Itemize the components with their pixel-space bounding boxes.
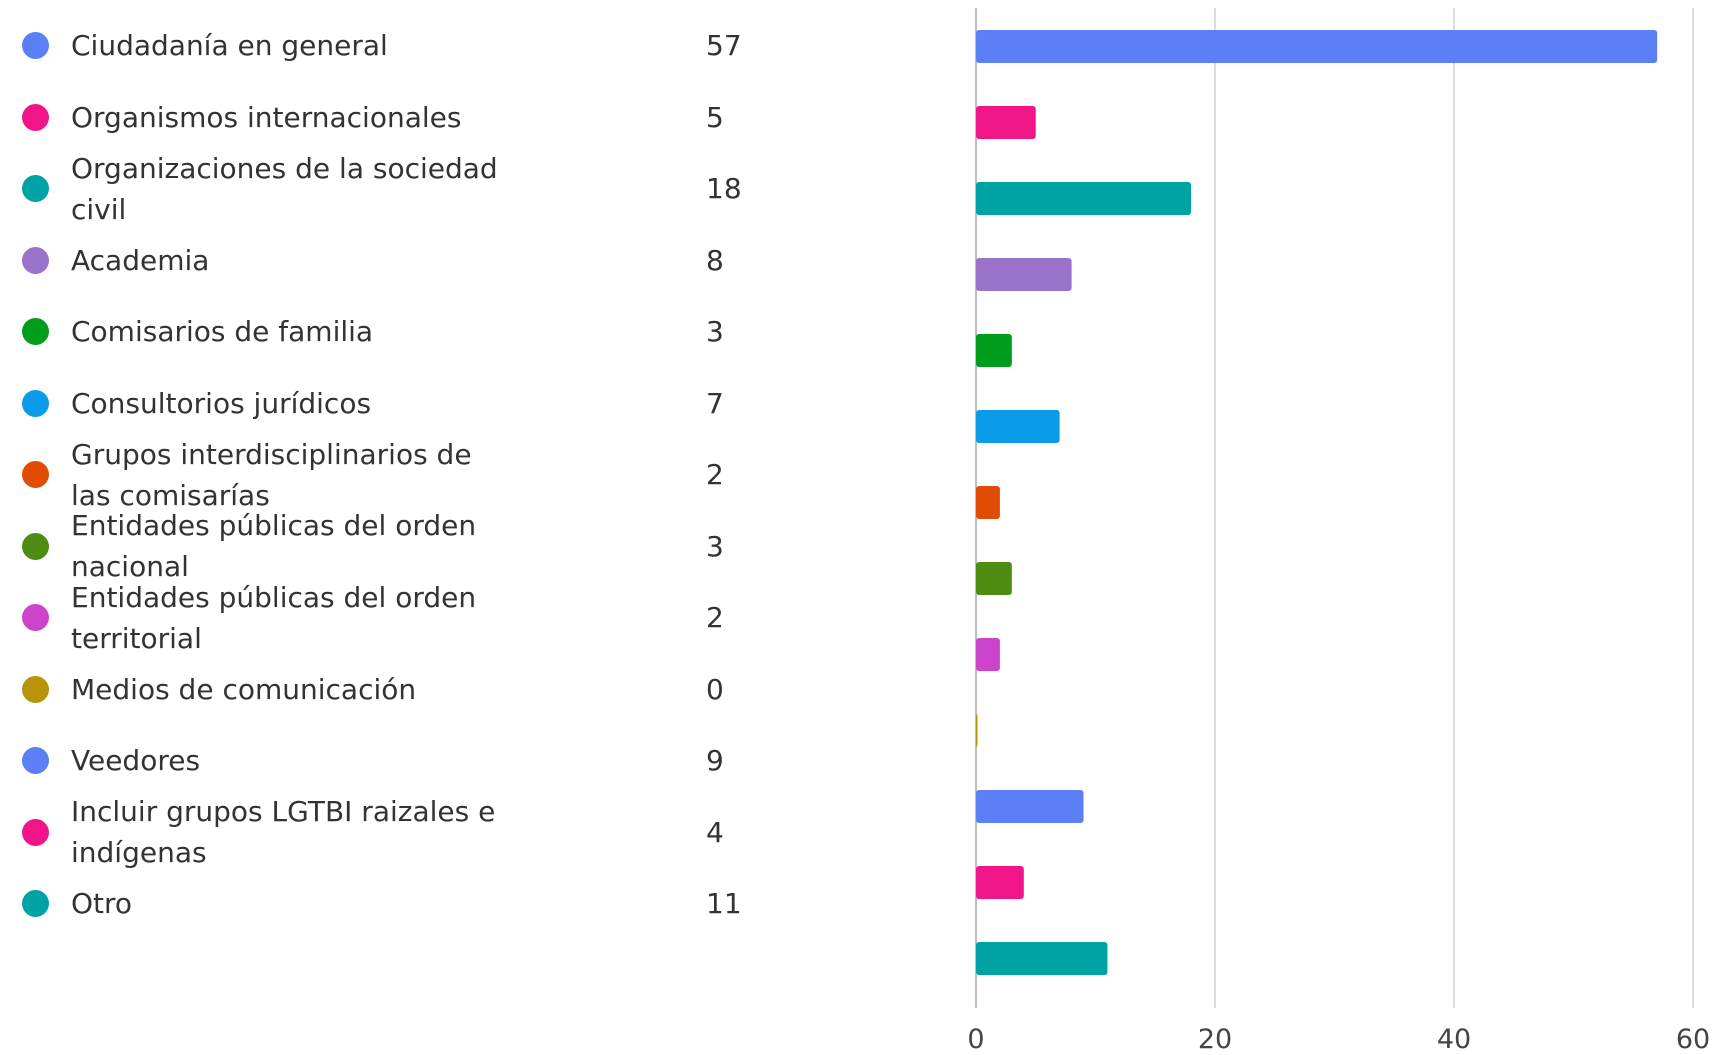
legend-value: 0 bbox=[706, 672, 724, 706]
legend-color-dot bbox=[22, 461, 49, 488]
legend-label: Veedores bbox=[71, 744, 201, 777]
legend-value: 5 bbox=[706, 100, 724, 134]
x-tick-label: 60 bbox=[1676, 1024, 1710, 1055]
bar[interactable] bbox=[976, 866, 1024, 899]
legend-label: Ciudadanía en general bbox=[71, 29, 388, 62]
bar[interactable] bbox=[976, 942, 1108, 975]
legend-label: Comisarios de familia bbox=[71, 315, 374, 348]
legend-item: Organizaciones de la sociedad civil 18 bbox=[0, 152, 780, 226]
legend-item: Veedores 9 bbox=[0, 740, 780, 781]
legend-label: Organizaciones de la sociedad civil bbox=[71, 151, 498, 226]
legend-color-dot bbox=[22, 532, 49, 560]
legend-item: Grupos interdisciplinarios de las comisa… bbox=[0, 438, 780, 512]
legend-value: 3 bbox=[706, 529, 724, 563]
bar[interactable] bbox=[976, 30, 1658, 63]
legend-item: Academia 8 bbox=[0, 240, 780, 281]
legend-item: Organismos internacionales 5 bbox=[0, 97, 780, 138]
legend-item: Otro 11 bbox=[0, 883, 780, 924]
legend-color-dot bbox=[22, 675, 49, 703]
legend-color-dot bbox=[22, 604, 49, 631]
bar[interactable] bbox=[976, 410, 1060, 443]
x-tick-label: 40 bbox=[1437, 1024, 1471, 1055]
legend-color-dot bbox=[22, 747, 49, 774]
legend-value: 7 bbox=[706, 386, 724, 420]
legend-item: Incluir grupos LGTBI raizales e indígena… bbox=[0, 795, 780, 869]
bar[interactable] bbox=[976, 258, 1072, 291]
legend-label: Grupos interdisciplinarios de las comisa… bbox=[71, 437, 472, 512]
bar[interactable] bbox=[976, 714, 978, 747]
legend-value: 2 bbox=[706, 601, 724, 634]
x-tick-label: 0 bbox=[967, 1024, 984, 1055]
bar[interactable] bbox=[976, 486, 1000, 519]
legend-label: Consultorios jurídicos bbox=[71, 386, 372, 420]
bar[interactable] bbox=[976, 334, 1012, 367]
bar[interactable] bbox=[976, 182, 1192, 215]
legend-label: Entidades públicas del orden territorial bbox=[71, 580, 477, 655]
legend-label: Entidades públicas del orden nacional bbox=[71, 509, 477, 583]
legend-item: Consultorios jurídicos 7 bbox=[0, 383, 780, 424]
legend-color-dot bbox=[22, 246, 49, 274]
legend-value: 57 bbox=[706, 29, 742, 62]
legend-item: Medios de comunicación 0 bbox=[0, 669, 780, 710]
legend-color-dot bbox=[22, 175, 49, 202]
legend-value: 18 bbox=[706, 172, 742, 205]
legend-color-dot bbox=[22, 890, 49, 917]
bar[interactable] bbox=[976, 638, 1000, 671]
bar[interactable] bbox=[976, 562, 1012, 595]
legend-value: 2 bbox=[706, 458, 724, 491]
legend-item: Entidades públicas del orden territorial… bbox=[0, 581, 780, 655]
legend-color-dot bbox=[22, 318, 49, 345]
legend-item: Ciudadanía en general 57 bbox=[0, 25, 780, 66]
legend-value: 4 bbox=[706, 815, 724, 849]
legend-item: Entidades públicas del orden nacional 3 bbox=[0, 509, 780, 583]
legend-label: Academia bbox=[71, 243, 210, 277]
legend-color-dot bbox=[22, 32, 49, 59]
legend-value: 8 bbox=[706, 243, 724, 277]
bar[interactable] bbox=[976, 106, 1036, 139]
legend-value: 9 bbox=[706, 744, 724, 777]
bar[interactable] bbox=[976, 790, 1084, 823]
legend-label: Incluir grupos LGTBI raizales e indígena… bbox=[71, 795, 496, 869]
legend-color-dot bbox=[22, 818, 49, 846]
legend-label: Organismos internacionales bbox=[71, 100, 462, 134]
legend-color-dot bbox=[22, 103, 49, 131]
legend-color-dot bbox=[22, 389, 49, 417]
chart-legend: Ciudadanía en general 57 Organismos intern… bbox=[0, 0, 780, 1055]
legend-label: Otro bbox=[71, 887, 133, 920]
x-tick-label: 20 bbox=[1198, 1024, 1232, 1055]
legend-label: Medios de comunicación bbox=[71, 672, 417, 706]
legend-value: 11 bbox=[706, 887, 742, 920]
legend-value: 3 bbox=[706, 315, 724, 348]
legend-item: Comisarios de familia 3 bbox=[0, 311, 780, 352]
